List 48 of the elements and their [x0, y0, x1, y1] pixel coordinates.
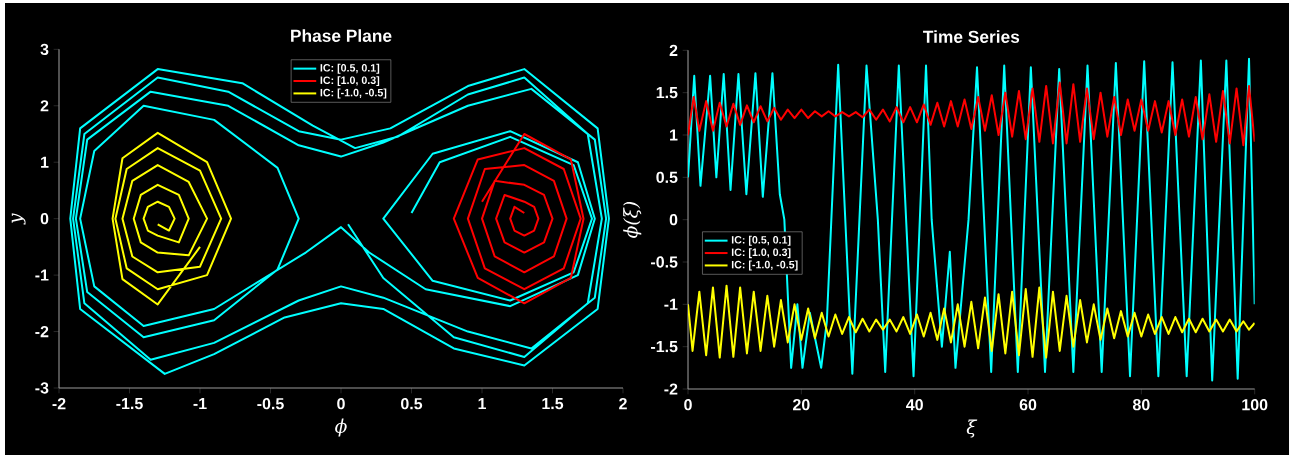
x-tick-label: 0	[337, 398, 345, 410]
x-tick-label: 60	[1019, 399, 1037, 411]
x-tick-label: -1.5	[116, 398, 143, 410]
x-axis-title: ϕ	[335, 418, 347, 437]
chart-title: Time Series	[923, 30, 1020, 43]
legend-label: IC: [1.0, 0.3]	[320, 76, 380, 87]
x-tick-label: 80	[1132, 399, 1150, 411]
x-tick-label: -2	[52, 398, 66, 410]
x-tick-label: 0.5	[401, 398, 423, 410]
y-tick-label: -1.5	[651, 341, 678, 353]
x-tick-label: 2	[619, 398, 627, 410]
line-series	[688, 81, 1255, 147]
y-tick-label: 3	[40, 43, 49, 56]
line-series	[688, 284, 1255, 359]
chart-title: Phase Plane	[291, 29, 392, 42]
y-tick-label: 1	[670, 129, 678, 141]
x-tick-label: 20	[793, 399, 810, 411]
y-tick-label: -0.5	[651, 256, 678, 268]
y-tick-label: -1	[664, 298, 678, 310]
line-series	[688, 57, 1255, 382]
x-tick-label: 1.5	[542, 398, 564, 410]
y-tick-label: 1	[41, 156, 49, 168]
line-series	[452, 133, 585, 305]
y-tick-label: -3	[35, 382, 49, 394]
y-tick-label: -2	[664, 383, 678, 395]
legend-label: IC: [-1.0, -0.5]	[731, 260, 798, 271]
y-tick-label: 0	[669, 214, 678, 226]
line-series	[111, 131, 233, 306]
x-tick-label: 0	[684, 399, 692, 411]
y-tick-label: -2	[35, 325, 49, 338]
x-tick-label: 100	[1242, 399, 1268, 411]
x-tick-label: 1	[478, 398, 487, 410]
x-axis-title: ξ	[966, 419, 978, 438]
y-tick-label: -1	[35, 269, 49, 281]
y-tick-label: 2	[40, 100, 49, 112]
y-axis-title: ϕ(ξ)	[623, 202, 642, 238]
x-tick-label: -0.5	[257, 398, 284, 410]
x-tick-label: -1	[193, 398, 207, 410]
y-axis-title: y	[11, 213, 26, 225]
legend-label: IC: [0.5, 0.1]	[320, 63, 380, 74]
x-tick-label: 40	[906, 399, 923, 411]
y-tick-label: 2	[669, 44, 678, 56]
y-tick-label: 0.5	[656, 171, 678, 183]
y-tick-label: 1.5	[656, 87, 678, 99]
legend-label: IC: [1.0, 0.3]	[731, 248, 791, 259]
y-tick-label: 0	[40, 213, 49, 225]
legend-label: IC: [0.5, 0.1]	[731, 235, 791, 246]
legend-label: IC: [-1.0, -0.5]	[320, 88, 387, 99]
